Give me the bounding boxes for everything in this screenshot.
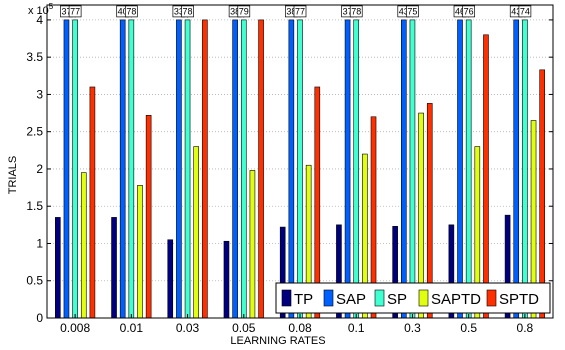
y-tick-label: 3.5 bbox=[26, 50, 43, 64]
x-tick-label: 0.1 bbox=[348, 321, 365, 335]
legend-label-sp: SP bbox=[387, 291, 407, 308]
annotation-box bbox=[124, 5, 138, 18]
annotation-label: 74 bbox=[520, 6, 530, 16]
annotation-box bbox=[462, 5, 476, 18]
x-tick-label: 0.5 bbox=[460, 321, 477, 335]
bar-saptd bbox=[80, 172, 87, 319]
plot-frame bbox=[46, 4, 554, 319]
y-scale-exponent: 5 bbox=[49, 2, 54, 11]
bar-sp bbox=[184, 19, 191, 319]
annotation-label: 43 bbox=[399, 6, 409, 16]
annotation-box bbox=[406, 5, 419, 18]
bars bbox=[55, 19, 545, 319]
annotation-label: 78 bbox=[126, 6, 136, 16]
bar-sap bbox=[176, 19, 182, 319]
annotation-label: 77 bbox=[295, 6, 305, 16]
annotation-label: 78 bbox=[351, 6, 361, 16]
annotation-box bbox=[181, 5, 194, 18]
annotation-label: 77 bbox=[70, 6, 80, 16]
annotation-label: 33 bbox=[174, 6, 184, 16]
bar-sap bbox=[344, 19, 351, 319]
annotation-box bbox=[349, 5, 363, 18]
bar-sptd bbox=[258, 19, 264, 319]
annotation-label: 78 bbox=[183, 6, 193, 16]
y-tick-label: 0.5 bbox=[26, 274, 43, 288]
bar-saptd bbox=[249, 170, 256, 319]
bar-sap bbox=[457, 19, 463, 319]
bar-sptd bbox=[483, 34, 489, 319]
legend-swatch-sptd bbox=[486, 289, 497, 307]
bar-sp bbox=[409, 19, 416, 319]
y-tick-label: 1 bbox=[36, 236, 43, 250]
y-tick-label: 4 bbox=[36, 13, 43, 27]
bar-tp bbox=[223, 240, 230, 319]
bar-sp bbox=[128, 19, 135, 319]
bar-sap bbox=[400, 19, 407, 319]
bar-sap bbox=[63, 19, 70, 319]
bar-tp bbox=[55, 217, 61, 319]
y-tick-label: 0 bbox=[36, 311, 43, 325]
legend-label-tp: TP bbox=[294, 291, 313, 308]
bar-sap bbox=[232, 19, 238, 319]
bar-sp bbox=[240, 19, 247, 319]
annotation-label: 37 bbox=[343, 6, 353, 16]
annotation-label: 38 bbox=[230, 6, 240, 16]
bar-tp bbox=[167, 239, 174, 319]
bar-saptd bbox=[193, 146, 200, 319]
bar-sp bbox=[297, 19, 303, 319]
legend-swatch-sap bbox=[323, 289, 334, 307]
x-tick-label: 0.08 bbox=[288, 321, 312, 335]
legend-box bbox=[275, 282, 551, 314]
annotation-label: 79 bbox=[239, 6, 249, 16]
bar-tp bbox=[111, 217, 117, 319]
bar-sp bbox=[522, 19, 528, 319]
annotation-label: 40 bbox=[118, 6, 128, 16]
x-tick-label: 0.008 bbox=[60, 321, 90, 335]
x-tick-label: 0.3 bbox=[404, 321, 421, 335]
bar-sap bbox=[288, 19, 295, 319]
x-tick-label: 0.01 bbox=[120, 321, 144, 335]
bar-sp bbox=[72, 19, 78, 319]
annotation-box bbox=[518, 5, 532, 18]
x-axis-title: LEARNING RATES bbox=[230, 335, 325, 347]
legend-swatch-tp bbox=[281, 289, 292, 307]
bar-sap bbox=[119, 19, 126, 319]
annotation-box bbox=[237, 5, 251, 18]
annotation-box bbox=[68, 5, 82, 18]
bar-saptd bbox=[137, 185, 143, 319]
bar-sptd bbox=[89, 86, 96, 319]
bar-sptd bbox=[145, 114, 152, 319]
x-tick-label: 0.8 bbox=[517, 321, 534, 335]
annotation-label: 46 bbox=[455, 6, 465, 16]
annotation-label: 76 bbox=[464, 6, 474, 16]
legend-swatch-sp bbox=[374, 289, 385, 307]
annotation-box bbox=[293, 5, 307, 18]
legend-label-sap: SAP bbox=[336, 291, 366, 308]
legend-label-sptd: SPTD bbox=[499, 291, 539, 308]
axes: 0 0.5 1 1.5 2 2.5 3 3.5 4 0.008 0.01 0.03 0.05 0.08 0.… bbox=[26, 4, 554, 335]
y-axis-title: TRIALS bbox=[7, 156, 19, 195]
annotation-label: 75 bbox=[407, 6, 417, 16]
y-tick-label: 3 bbox=[36, 87, 43, 101]
x-tick-label: 0.05 bbox=[232, 321, 256, 335]
annotation-label: 37 bbox=[61, 6, 71, 16]
bar-annotations: 37 40 33 38 38 37 43 46 43 77 78 78 79 77 78 75 76 74 bbox=[60, 5, 532, 18]
y-tick-label: 1.5 bbox=[26, 199, 43, 213]
legend-swatch-saptd bbox=[418, 289, 429, 307]
x-tick-label: 0.03 bbox=[176, 321, 200, 335]
bar-sptd bbox=[202, 19, 208, 319]
legend-label-saptd: SAPTD bbox=[431, 291, 481, 308]
bar-sap bbox=[513, 19, 520, 319]
bar-sptd bbox=[539, 69, 545, 319]
y-tick-label: 2.5 bbox=[26, 125, 43, 139]
legend: TP SAP SP SAPTD SPTD bbox=[275, 282, 551, 314]
annotation-label: 38 bbox=[286, 6, 296, 16]
y-scale-label: x 105 bbox=[28, 2, 54, 17]
y-tick-label: 2 bbox=[36, 162, 43, 176]
annotation-label: 43 bbox=[511, 6, 521, 16]
bar-sp bbox=[465, 19, 472, 319]
bar-sp bbox=[353, 19, 360, 319]
